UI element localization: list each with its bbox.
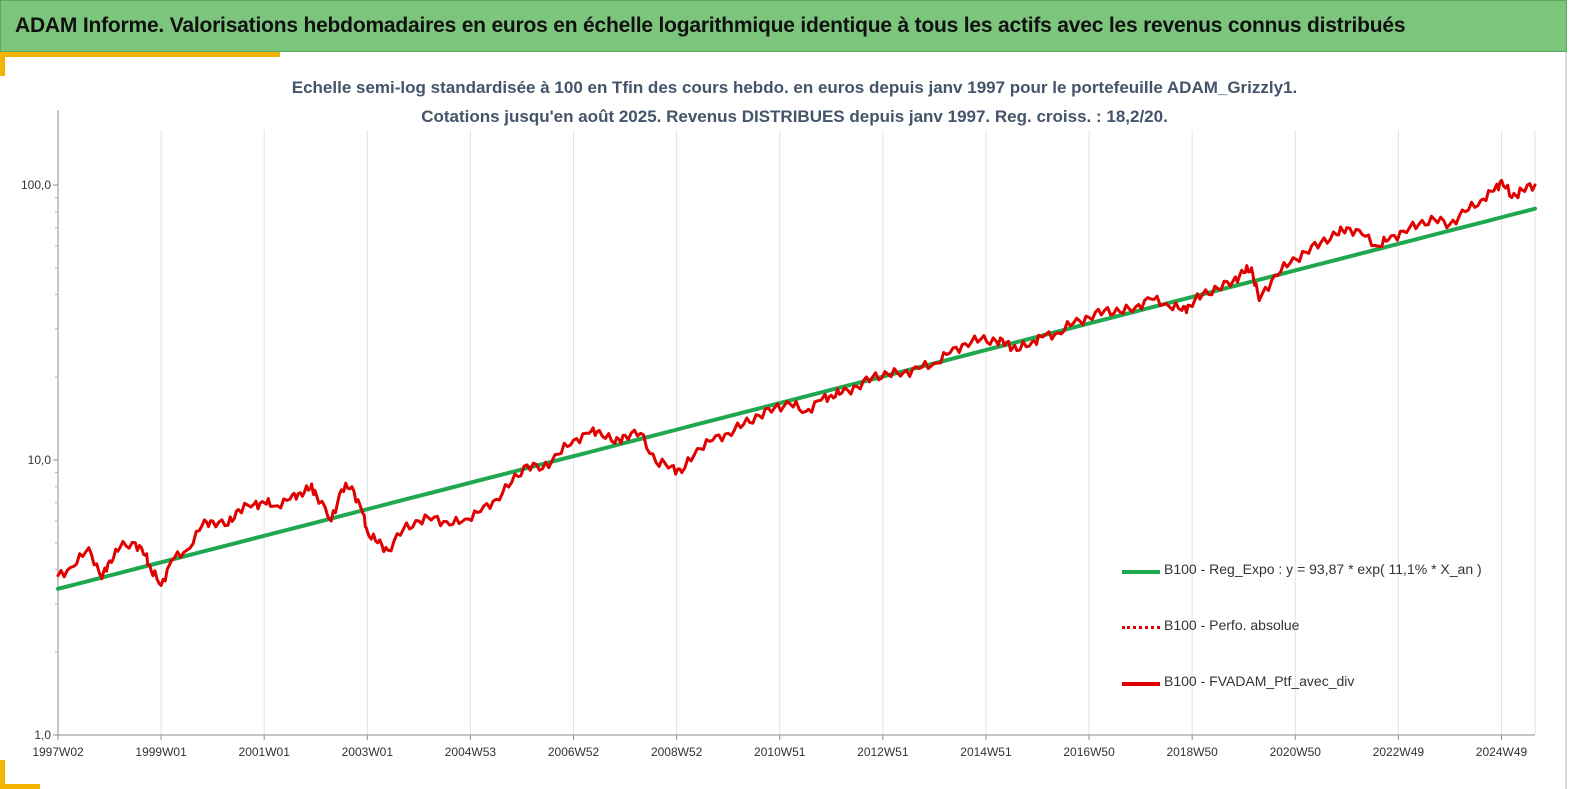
x-tick-label: 2022W49 — [1373, 745, 1425, 759]
legend-swatch-perfo-absolue — [1122, 626, 1160, 629]
legend-swatch-portfolio — [1122, 682, 1160, 686]
x-tick-label: 2003W01 — [342, 745, 394, 759]
legend-label-regression: B100 - Reg_Expo : y = 93,87 * exp( 11,1%… — [1164, 561, 1482, 577]
accent-bar-bottom — [0, 784, 40, 789]
x-tick-label: 1997W02 — [32, 745, 84, 759]
y-tick-label: 100,0 — [21, 178, 51, 192]
y-tick-label: 1,0 — [34, 728, 51, 742]
chart-series — [56, 178, 1537, 591]
x-tick-label: 2008W52 — [651, 745, 703, 759]
x-tick-label: 2010W51 — [754, 745, 806, 759]
chart-subtitle: Cotations jusqu'en août 2025. Revenus DI… — [421, 107, 1168, 126]
x-tick-label: 2006W52 — [548, 745, 600, 759]
series-line-regression — [56, 206, 1537, 591]
legend-label-portfolio: B100 - FVADAM_Ptf_avec_div — [1164, 673, 1355, 689]
x-tick-label: 1999W01 — [135, 745, 187, 759]
legend-label-perfo-absolue: B100 - Perfo. absolue — [1164, 617, 1300, 633]
x-tick-label: 2020W50 — [1270, 745, 1322, 759]
chart-title: Echelle semi-log standardisée à 100 en T… — [291, 78, 1298, 97]
series-line-portfolio — [56, 178, 1537, 587]
x-tick-label: 2004W53 — [445, 745, 497, 759]
chart-legend: B100 - Reg_Expo : y = 93,87 * exp( 11,1%… — [1122, 558, 1552, 726]
accent-bar-left-top — [0, 52, 5, 76]
chart-axes: 1,0 10,0 100,0 1997W02 1999W01 2001W01 2003W01… — [21, 110, 1535, 759]
legend-item-portfolio: B100 - FVADAM_Ptf_avec_div — [1122, 670, 1552, 698]
accent-bar-left-bottom — [0, 760, 5, 789]
legend-swatch-regression — [1122, 570, 1160, 574]
x-tick-label: 2024W49 — [1476, 745, 1528, 759]
x-tick-label: 2018W50 — [1166, 745, 1218, 759]
x-tick-label: 2016W50 — [1063, 745, 1115, 759]
legend-item-regression: B100 - Reg_Expo : y = 93,87 * exp( 11,1%… — [1122, 558, 1552, 586]
legend-item-perfo-absolue: B100 - Perfo. absolue — [1122, 614, 1552, 642]
header-banner: ADAM Informe. Valorisations hebdomadaire… — [0, 0, 1567, 52]
page-title: ADAM Informe. Valorisations hebdomadaire… — [15, 14, 1406, 37]
y-tick-label: 10,0 — [28, 453, 52, 467]
frame-right-border — [1565, 52, 1567, 789]
x-tick-label: 2012W51 — [857, 745, 909, 759]
accent-bar-top — [0, 52, 280, 57]
x-tick-label: 2001W01 — [239, 745, 291, 759]
x-tick-label: 2014W51 — [960, 745, 1012, 759]
